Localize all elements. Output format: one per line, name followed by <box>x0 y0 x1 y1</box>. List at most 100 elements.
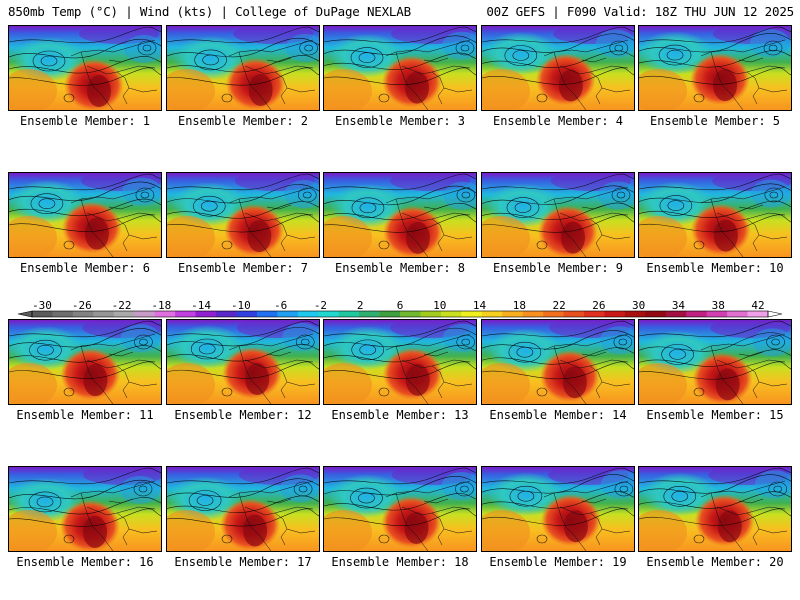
ensemble-member-panel: Ensemble Member: 17 <box>166 466 320 570</box>
ensemble-member-panel: Ensemble Member: 20 <box>638 466 792 570</box>
colorbar-swatch <box>502 311 524 317</box>
member-caption: Ensemble Member: 5 <box>649 114 781 128</box>
colorbar-tick-label: 18 <box>513 300 526 312</box>
member-caption: Ensemble Member: 10 <box>646 261 784 275</box>
colorbar-swatch <box>93 311 115 317</box>
ensemble-member-panel: Ensemble Member: 19 <box>481 466 635 570</box>
colorbar-swatch <box>134 311 156 317</box>
member-caption: Ensemble Member: 3 <box>334 114 466 128</box>
product-title: 850mb Temp (°C) | Wind (kts) | College o… <box>8 4 411 19</box>
member-caption: Ensemble Member: 14 <box>489 408 627 422</box>
colorbar-tick-label: 30 <box>632 300 645 312</box>
temperature-map <box>323 172 477 258</box>
ensemble-member-panel: Ensemble Member: 18 <box>323 466 477 570</box>
colorbar-tick-label: 10 <box>433 300 446 312</box>
temperature-map <box>8 172 162 258</box>
colorbar-swatch <box>584 311 605 317</box>
colorbar-swatch <box>543 311 565 317</box>
colorbar-tick-label: 22 <box>552 300 565 312</box>
colorbar-swatch <box>318 311 340 317</box>
member-caption: Ensemble Member: 12 <box>174 408 312 422</box>
colorbar-swatch <box>72 311 94 317</box>
colorbar-tick-label: -6 <box>274 300 287 312</box>
member-caption: Ensemble Member: 9 <box>492 261 624 275</box>
colorbar-left-arrow <box>17 310 33 318</box>
colorbar-tick-label: -2 <box>314 300 327 312</box>
ensemble-member-panel: Ensemble Member: 3 <box>323 25 477 129</box>
member-caption: Ensemble Member: 8 <box>334 261 466 275</box>
colorbar-tick-label: 38 <box>712 300 725 312</box>
ensemble-member-panel: Ensemble Member: 1 <box>8 25 162 129</box>
temperature-map <box>638 319 792 405</box>
temperature-map <box>481 25 635 111</box>
ensemble-member-panel: Ensemble Member: 6 <box>8 172 162 276</box>
ensemble-member-panel: Ensemble Member: 14 <box>481 319 635 423</box>
colorbar-swatch <box>461 311 483 317</box>
colorbar-swatch <box>747 311 769 317</box>
colorbar-swatch <box>563 311 585 317</box>
ensemble-member-panel: Ensemble Member: 8 <box>323 172 477 276</box>
ensemble-member-panel: Ensemble Member: 10 <box>638 172 792 276</box>
colorbar-swatch <box>32 311 53 317</box>
member-caption: Ensemble Member: 13 <box>331 408 469 422</box>
temperature-map <box>166 172 320 258</box>
colorbar-tick-label: -10 <box>231 300 251 312</box>
colorbar-tick-label: 14 <box>473 300 487 312</box>
temperature-map <box>8 466 162 552</box>
ensemble-member-panel: Ensemble Member: 11 <box>8 319 162 423</box>
member-caption: Ensemble Member: 15 <box>646 408 784 422</box>
member-caption: Ensemble Member: 19 <box>489 555 627 569</box>
colorbar-tick-label: 26 <box>592 300 605 312</box>
member-caption: Ensemble Member: 20 <box>646 555 784 569</box>
colorbar-swatch <box>175 311 197 317</box>
colorbar-swatch <box>338 311 360 317</box>
temperature-map <box>323 466 477 552</box>
colorbar-outline <box>31 310 769 318</box>
colorbar-swatch <box>216 311 237 317</box>
colorbar-swatch <box>624 311 646 317</box>
temperature-map <box>166 319 320 405</box>
temperature-map <box>638 466 792 552</box>
colorbar-swatch <box>420 311 442 317</box>
temperature-map <box>8 319 162 405</box>
colorbar-tick-label: 2 <box>357 300 364 312</box>
valid-time-title: 00Z GEFS | F090 Valid: 18Z THU JUN 12 20… <box>486 4 794 19</box>
colorbar-tick-label: -26 <box>72 300 92 312</box>
colorbar-tick-label: 42 <box>751 300 764 312</box>
colorbar-swatch <box>645 311 667 317</box>
temperature-map <box>323 25 477 111</box>
colorbar-swatch <box>277 311 299 317</box>
ensemble-member-panel: Ensemble Member: 7 <box>166 172 320 276</box>
ensemble-member-panel: Ensemble Member: 13 <box>323 319 477 423</box>
colorbar-swatch <box>604 311 626 317</box>
colorbar-tick-label: -18 <box>151 300 171 312</box>
colorbar-tick-label: -30 <box>32 300 52 312</box>
colorbar-svg: -30 -26 -22 -18 -14 -10 -6 -2 2 6 10 14 18 22 26 30 34 38… <box>17 300 783 318</box>
colorbar-tick-label: -22 <box>112 300 132 312</box>
colorbar-swatch <box>52 311 74 317</box>
colorbar-swatch <box>236 311 258 317</box>
colorbar-swatch <box>297 311 319 317</box>
ensemble-member-panel: Ensemble Member: 16 <box>8 466 162 570</box>
member-caption: Ensemble Member: 4 <box>492 114 624 128</box>
temperature-colorbar: -30 -26 -22 -18 -14 -10 -6 -2 2 6 10 14 18 22 26 30 34 38… <box>10 300 790 324</box>
ensemble-member-panel: Ensemble Member: 9 <box>481 172 635 276</box>
temperature-map <box>323 319 477 405</box>
colorbar-tick-label: 6 <box>397 300 404 312</box>
colorbar-swatch <box>706 311 728 317</box>
colorbar-swatch <box>481 311 503 317</box>
temperature-map <box>638 172 792 258</box>
colorbar-swatch <box>113 311 135 317</box>
member-caption: Ensemble Member: 18 <box>331 555 469 569</box>
member-caption: Ensemble Member: 11 <box>16 408 154 422</box>
member-caption: Ensemble Member: 17 <box>174 555 312 569</box>
colorbar-tick-label: -14 <box>191 300 211 312</box>
temperature-map <box>481 172 635 258</box>
member-caption: Ensemble Member: 16 <box>16 555 154 569</box>
member-caption: Ensemble Member: 2 <box>177 114 309 128</box>
colorbar-swatch <box>686 311 708 317</box>
colorbar-swatch <box>154 311 176 317</box>
colorbar-swatch <box>727 311 749 317</box>
temperature-map <box>8 25 162 111</box>
ensemble-member-panel: Ensemble Member: 15 <box>638 319 792 423</box>
